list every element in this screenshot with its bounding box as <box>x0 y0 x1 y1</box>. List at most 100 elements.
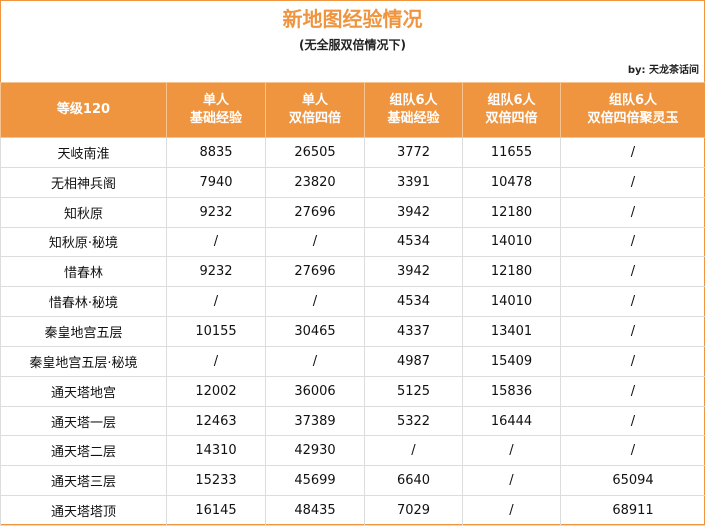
column-header-line2: 双倍四倍 <box>463 110 560 128</box>
value-cell: 30465 <box>266 317 365 347</box>
value-cell: 14010 <box>463 287 561 317</box>
value-cell: 15409 <box>463 346 561 376</box>
value-cell: / <box>561 197 705 227</box>
value-cell: 7029 <box>365 496 463 526</box>
value-cell: / <box>167 346 266 376</box>
value-cell: 11655 <box>463 138 561 168</box>
value-cell: / <box>266 346 365 376</box>
map-name-cell: 通天塔塔顶 <box>1 496 167 526</box>
value-cell: 36006 <box>266 376 365 406</box>
value-cell: / <box>463 466 561 496</box>
value-cell: 4987 <box>365 346 463 376</box>
value-cell: 15233 <box>167 466 266 496</box>
value-cell: 68911 <box>561 496 705 526</box>
value-cell: 15836 <box>463 376 561 406</box>
column-header-3: 组队6人基础经验 <box>365 83 463 138</box>
value-cell: 6640 <box>365 466 463 496</box>
value-cell: / <box>561 257 705 287</box>
value-cell: 9232 <box>167 257 266 287</box>
map-name-cell: 惜春林·秘境 <box>1 287 167 317</box>
value-cell: 12180 <box>463 197 561 227</box>
value-cell: 8835 <box>167 138 266 168</box>
value-cell: / <box>561 167 705 197</box>
map-name-cell: 通天塔地宫 <box>1 376 167 406</box>
value-cell: 12463 <box>167 406 266 436</box>
value-cell: / <box>167 227 266 257</box>
value-cell: 26505 <box>266 138 365 168</box>
value-cell: 14010 <box>463 227 561 257</box>
column-header-line2: 双倍四倍 <box>266 110 364 128</box>
value-cell: / <box>463 436 561 466</box>
value-cell: / <box>561 406 705 436</box>
value-cell: 65094 <box>561 466 705 496</box>
value-cell: / <box>561 287 705 317</box>
map-name-cell: 通天塔一层 <box>1 406 167 436</box>
map-name-cell: 知秋原 <box>1 197 167 227</box>
value-cell: / <box>167 287 266 317</box>
value-cell: 5322 <box>365 406 463 436</box>
value-cell: 48435 <box>266 496 365 526</box>
map-name-cell: 通天塔三层 <box>1 466 167 496</box>
value-cell: 3942 <box>365 197 463 227</box>
map-name-cell: 惜春林 <box>1 257 167 287</box>
value-cell: 16145 <box>167 496 266 526</box>
column-header-line1: 组队6人 <box>463 92 560 110</box>
value-cell: 27696 <box>266 257 365 287</box>
value-cell: 12002 <box>167 376 266 406</box>
value-cell: / <box>561 436 705 466</box>
value-cell: 3391 <box>365 167 463 197</box>
column-header-line1: 单人 <box>266 92 364 110</box>
map-name-cell: 秦皇地宫五层·秘境 <box>1 346 167 376</box>
value-cell: 9232 <box>167 197 266 227</box>
value-cell: 37389 <box>266 406 365 436</box>
value-cell: / <box>561 138 705 168</box>
map-name-cell: 知秋原·秘境 <box>1 227 167 257</box>
value-cell: 7940 <box>167 167 266 197</box>
value-cell: / <box>266 287 365 317</box>
value-cell: / <box>561 346 705 376</box>
map-name-cell: 通天塔二层 <box>1 436 167 466</box>
value-cell: / <box>561 376 705 406</box>
value-cell: 3942 <box>365 257 463 287</box>
column-header-2: 单人双倍四倍 <box>266 83 365 138</box>
value-cell: 13401 <box>463 317 561 347</box>
value-cell: / <box>365 436 463 466</box>
column-header-line2: 双倍四倍聚灵玉 <box>561 110 705 128</box>
value-cell: / <box>561 227 705 257</box>
value-cell: / <box>463 496 561 526</box>
column-header-0: 等级120 <box>1 83 167 138</box>
value-cell: 4337 <box>365 317 463 347</box>
value-cell: 12180 <box>463 257 561 287</box>
page-title: 新地图经验情况 <box>0 6 705 32</box>
value-cell: 23820 <box>266 167 365 197</box>
value-cell: / <box>561 317 705 347</box>
value-cell: 5125 <box>365 376 463 406</box>
value-cell: 4534 <box>365 227 463 257</box>
value-cell: 42930 <box>266 436 365 466</box>
column-header-line1: 组队6人 <box>561 92 705 110</box>
column-header-line1: 单人 <box>167 92 265 110</box>
map-name-cell: 秦皇地宫五层 <box>1 317 167 347</box>
value-cell: 4534 <box>365 287 463 317</box>
column-header-5: 组队6人双倍四倍聚灵玉 <box>561 83 705 138</box>
map-name-cell: 天岐南淮 <box>1 138 167 168</box>
column-header-line2: 基础经验 <box>365 110 462 128</box>
page-subtitle: (无全服双倍情况下) <box>0 37 705 53</box>
column-header-4: 组队6人双倍四倍 <box>463 83 561 138</box>
author-byline: by: 天龙茶话间 <box>628 64 699 78</box>
value-cell: 10155 <box>167 317 266 347</box>
